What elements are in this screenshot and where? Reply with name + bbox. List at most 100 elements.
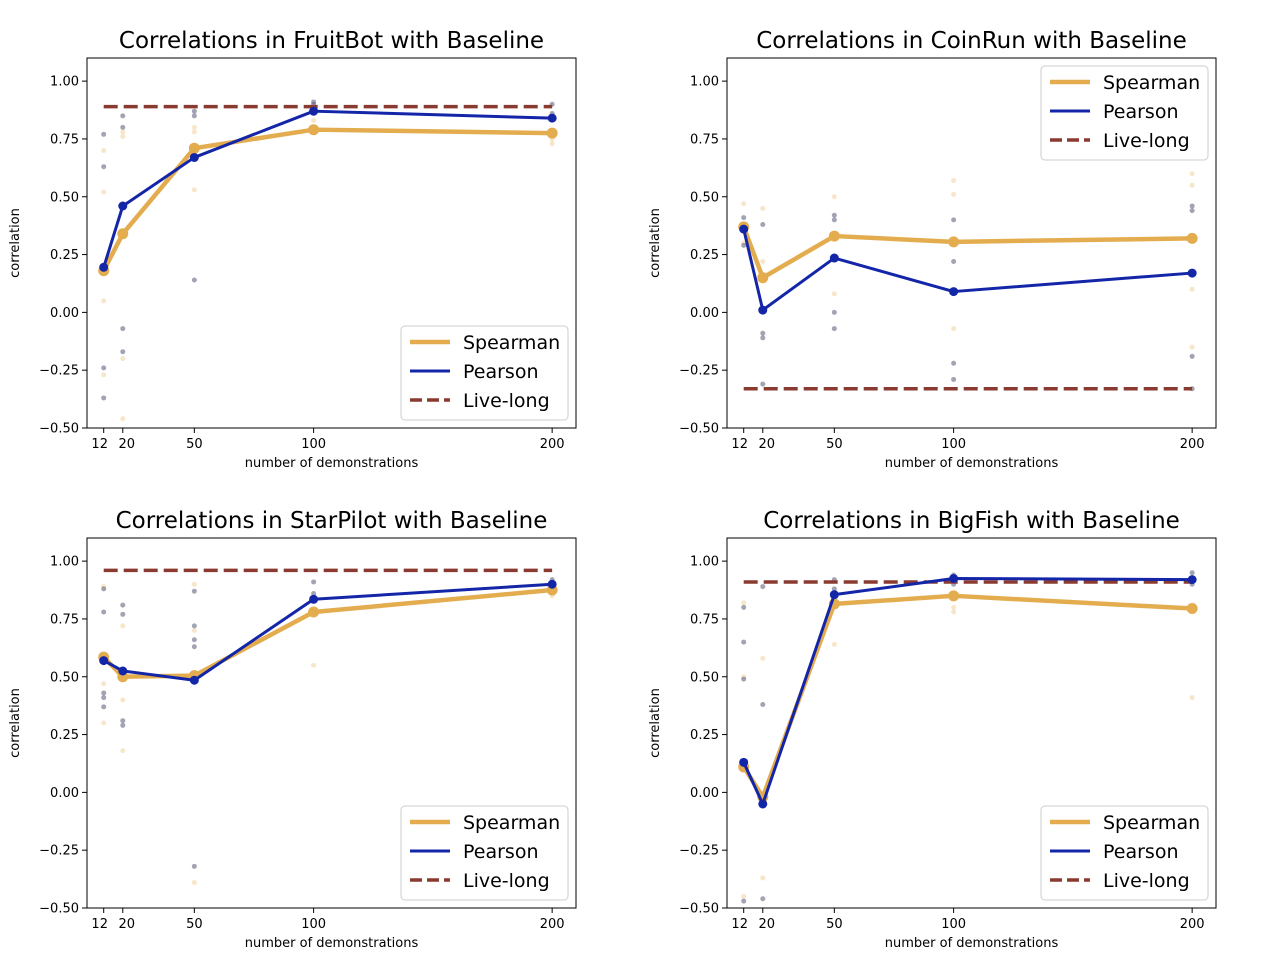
y-tick-label: 1.00: [50, 75, 79, 90]
spearman-run-point: [1189, 344, 1195, 350]
legend: Spearman Pearson Live-long: [1040, 805, 1209, 901]
pearson-point: [547, 579, 557, 589]
subplot-4: Correlations in BigFish with Baseline −0.…: [648, 508, 1217, 951]
pearson-run-point: [191, 637, 197, 643]
axes-frame: [86, 57, 577, 429]
pearson-run-point: [101, 586, 107, 592]
axes-frame: [86, 537, 577, 909]
spearman-run-point: [191, 581, 197, 587]
spearman-run-point: [191, 187, 197, 193]
legend-label: Live-long: [1103, 130, 1190, 152]
pearson-point: [118, 666, 128, 676]
legend-box: [400, 325, 569, 421]
spearman-run-point: [120, 134, 126, 140]
pearson-run-point: [311, 591, 317, 596]
pearson-run-point: [951, 259, 957, 264]
x-tick-label: 100: [941, 437, 966, 452]
pearson-run-point: [760, 222, 766, 227]
pearson-run-point: [741, 676, 747, 682]
pearson-run-point: [101, 690, 107, 696]
legend-label: Spearman: [1103, 72, 1200, 94]
legend-label: Pearson: [463, 361, 539, 383]
pearson-point: [118, 201, 128, 211]
legend: Spearman Pearson Live-long: [400, 805, 569, 901]
pearson-run-point: [191, 108, 197, 114]
legend-label: Live-long: [1103, 870, 1190, 892]
y-axis-label: correlation: [648, 688, 663, 758]
y-tick-label: 0.25: [690, 248, 719, 263]
pearson-run-point: [120, 113, 126, 119]
legend-label: Pearson: [1103, 101, 1179, 123]
spearman-point: [308, 606, 320, 618]
y-tick-label: −0.50: [39, 422, 79, 437]
chart-title: Correlations in CoinRun with Baseline: [756, 28, 1187, 54]
spearman-run-point: [831, 194, 837, 200]
y-tick-label: 0.50: [690, 190, 719, 205]
spearman-run-point: [120, 748, 126, 754]
y-axis-label: correlation: [8, 208, 23, 278]
spearman-point: [948, 590, 960, 602]
pearson-point: [758, 305, 768, 315]
plot-area: [738, 570, 1198, 904]
spearman-run-point: [760, 259, 766, 264]
spearman-run-point: [101, 148, 107, 153]
plot-area: [738, 171, 1198, 392]
spearman-run-point: [741, 893, 747, 899]
y-tick-label: 0.00: [690, 786, 719, 801]
spearman-point: [1186, 603, 1198, 615]
pearson-point: [829, 253, 839, 263]
spearman-run-point: [101, 298, 107, 304]
x-tick-label: 200: [540, 437, 565, 452]
pearson-run-point: [741, 898, 747, 904]
spearman-run-point: [1189, 171, 1195, 177]
spearman-run-point: [191, 880, 197, 886]
pearson-run-point: [760, 381, 766, 387]
x-axis-label: number of demonstrations: [245, 456, 419, 471]
pearson-run-point: [741, 215, 747, 221]
axes-frame: [726, 57, 1217, 429]
spearman-run-point: [760, 205, 766, 211]
x-tick-label: 20: [759, 437, 776, 452]
spearman-run-point: [951, 609, 957, 615]
y-tick-label: 0.00: [50, 306, 79, 321]
spearman-run-point: [760, 655, 766, 661]
spearman-run-point: [951, 604, 957, 610]
y-tick-label: 0.50: [50, 670, 79, 685]
x-tick-label: 200: [540, 917, 565, 932]
pearson-run-point: [101, 365, 107, 371]
x-tick-label: 200: [1180, 917, 1205, 932]
legend-label: Live-long: [463, 390, 550, 412]
x-tick-label: 12: [91, 917, 108, 932]
spearman-line: [101, 127, 553, 272]
legend-box: [1040, 65, 1209, 161]
x-tick-label: 12: [731, 917, 748, 932]
x-tick-label: 20: [119, 917, 136, 932]
spearman-run-point: [191, 628, 197, 633]
pearson-point: [189, 675, 199, 685]
pearson-point: [1187, 268, 1197, 278]
y-tick-label: 1.00: [690, 555, 719, 570]
x-tick-label: 100: [941, 917, 966, 932]
pearson-point: [949, 287, 959, 297]
spearman-run-point: [741, 600, 747, 606]
pearson-point: [758, 799, 768, 809]
legend-label: Live-long: [463, 870, 550, 892]
pearson-run-point: [120, 722, 126, 728]
pearson-run-point: [741, 242, 747, 248]
pearson-point: [99, 262, 109, 272]
pearson-run-point: [951, 376, 957, 382]
pearson-run-point: [1189, 203, 1195, 209]
x-tick-label: 50: [186, 437, 203, 452]
x-tick-label: 200: [1180, 437, 1205, 452]
spearman-run-point: [101, 189, 107, 195]
spearman-run-point: [311, 662, 317, 668]
y-tick-label: 0.50: [50, 190, 79, 205]
spearman-run-point: [120, 356, 126, 362]
plot-area: [98, 99, 558, 422]
pearson-run-point: [191, 113, 197, 119]
spearman-run-point: [549, 141, 555, 147]
pearson-run-point: [760, 584, 766, 590]
pearson-run-point: [831, 309, 837, 315]
spearman-point: [117, 228, 129, 240]
pearson-run-point: [1189, 208, 1195, 214]
